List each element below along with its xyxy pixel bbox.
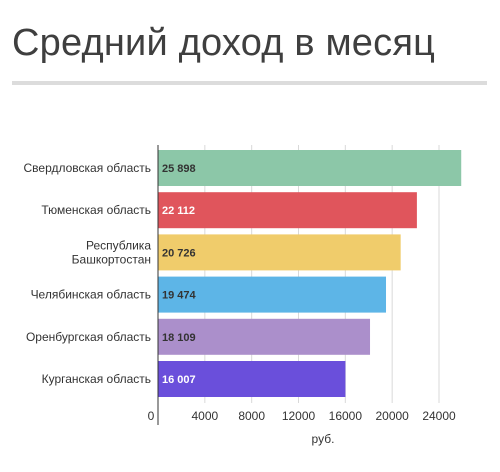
grid-lines	[204, 145, 440, 403]
x-tick-label-24000: 24000	[422, 409, 456, 423]
x-tick-label-12000: 12000	[282, 409, 316, 423]
bar-value-label-5: 16 007	[162, 374, 196, 386]
title-divider	[12, 81, 487, 85]
bar-5	[158, 361, 346, 397]
bar-value-label-0: 25 898	[162, 163, 196, 175]
x-axis-ticks: 0 4000 8000 12000 16000 20000 24000	[148, 409, 456, 423]
bars: 25 898 22 112 20 726 19 474 18 109 16 007	[158, 150, 462, 397]
category-label-0: Свердловская область	[24, 161, 151, 175]
bar-value-label-4: 18 109	[162, 332, 196, 344]
bar-2	[158, 234, 401, 271]
category-label-1: Тюменская область	[41, 203, 151, 217]
bar-value-label-3: 19 474	[162, 290, 197, 302]
bar-4	[158, 318, 371, 355]
category-label-4: Оренбургская область	[26, 330, 151, 344]
bar-0	[158, 150, 462, 186]
bar-value-label-2: 20 726	[162, 247, 196, 259]
category-label-2-line-1: Башкортостан	[72, 252, 151, 266]
category-labels: Свердловская область Тюменская область Рес…	[24, 161, 152, 386]
x-tick-label-16000: 16000	[329, 409, 363, 423]
category-label-2-line-0: Республика	[86, 238, 151, 252]
chart-title: Средний доход в месяц	[12, 22, 436, 64]
x-tick-label-20000: 20000	[375, 409, 409, 423]
bar-1	[158, 192, 417, 229]
x-tick-label-4000: 4000	[191, 409, 218, 423]
x-axis-unit-label: руб.	[312, 432, 335, 446]
bar-3	[158, 276, 387, 313]
bar-value-label-1: 22 112	[162, 205, 195, 217]
category-label-3: Челябинская область	[31, 288, 151, 302]
x-tick-label-8000: 8000	[238, 409, 265, 423]
category-label-5: Курганская область	[42, 372, 151, 386]
x-tick-label-0: 0	[148, 409, 155, 423]
